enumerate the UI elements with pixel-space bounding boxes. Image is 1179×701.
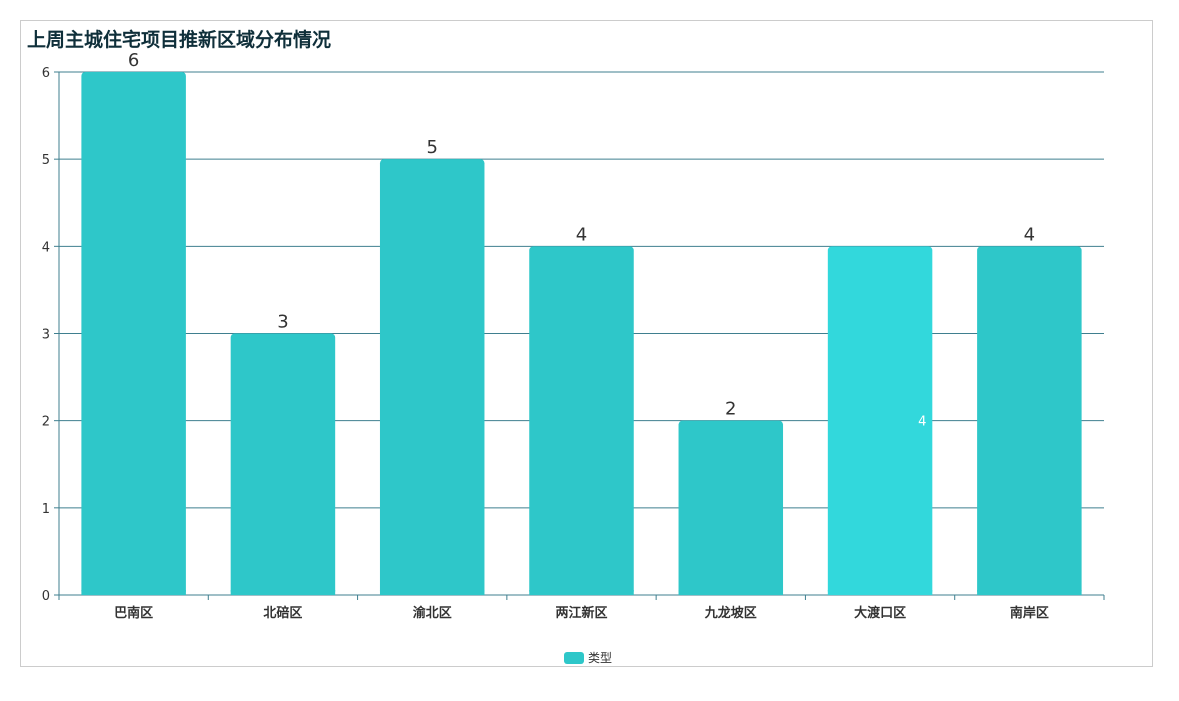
legend-label: 类型 bbox=[588, 651, 613, 665]
bar-base bbox=[230, 590, 336, 595]
y-tick-label: 1 bbox=[42, 502, 50, 517]
data-label: 5 bbox=[426, 137, 437, 158]
x-tick-label: 两江新区 bbox=[555, 605, 607, 621]
bar[interactable] bbox=[81, 72, 186, 595]
y-tick-label: 6 bbox=[42, 66, 50, 81]
y-tick-label: 4 bbox=[42, 240, 50, 255]
data-label: 4 bbox=[576, 224, 587, 245]
legend-swatch bbox=[564, 651, 584, 664]
bar-chart: 0 1 2 3 4 5 6 6 巴南区 3 北碚区 5 渝北区 4 两江新区 2 九龙坡区 4 大渡口区 4 南岸区 bbox=[42, 50, 1105, 621]
y-tick-label: 0 bbox=[42, 589, 50, 604]
x-tick-label: 大渡口区 bbox=[854, 605, 906, 621]
legend-item[interactable]: 类型 bbox=[564, 649, 612, 666]
bar-base bbox=[827, 590, 933, 595]
data-label: 3 bbox=[277, 312, 288, 333]
bar-base bbox=[678, 590, 784, 595]
bar-base bbox=[379, 590, 485, 595]
data-label: 4 bbox=[918, 415, 926, 430]
x-tick-label: 南岸区 bbox=[1010, 605, 1049, 621]
data-label: 4 bbox=[1024, 224, 1035, 245]
bar[interactable] bbox=[977, 246, 1082, 596]
bar[interactable] bbox=[379, 159, 485, 595]
y-tick-label: 3 bbox=[42, 328, 50, 343]
bar-base bbox=[977, 590, 1082, 595]
bar[interactable] bbox=[529, 246, 634, 596]
bar-base bbox=[529, 590, 634, 595]
x-tick-label: 九龙坡区 bbox=[704, 605, 757, 621]
chart-title: 上周主城住宅项目推新区域分布情况 bbox=[27, 29, 332, 51]
data-label: 6 bbox=[128, 50, 139, 71]
bar[interactable] bbox=[827, 246, 933, 596]
chart-panel: 上周主城住宅项目推新区域分布情况 0 1 2 3 4 5 6 6 巴南区 3 北碚区 5 渝北区 4 两江新… bbox=[20, 20, 1153, 667]
x-tick-label: 渝北区 bbox=[413, 605, 452, 621]
x-tick-label: 巴南区 bbox=[114, 605, 153, 621]
y-tick-label: 5 bbox=[42, 153, 50, 168]
x-tick-label: 北碚区 bbox=[263, 605, 302, 621]
y-tick-label: 2 bbox=[42, 415, 50, 430]
bar-base bbox=[81, 590, 186, 595]
data-label: 2 bbox=[725, 399, 736, 420]
bar[interactable] bbox=[678, 420, 784, 595]
bar[interactable] bbox=[230, 333, 336, 596]
